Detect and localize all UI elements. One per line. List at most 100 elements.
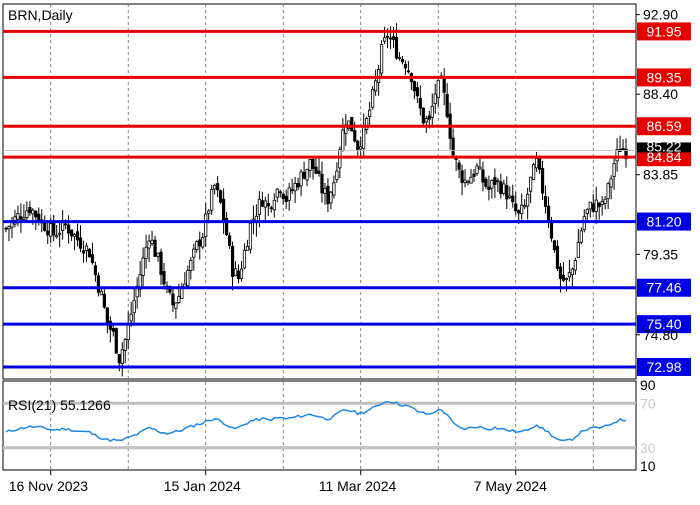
candle xyxy=(490,179,494,199)
candle xyxy=(102,288,106,309)
candle xyxy=(469,168,473,184)
candle xyxy=(46,221,50,245)
candle xyxy=(421,107,425,125)
candle xyxy=(418,85,422,116)
candle xyxy=(457,160,461,179)
candle xyxy=(266,193,270,216)
candle xyxy=(216,176,220,198)
candle xyxy=(463,169,467,188)
candle xyxy=(22,204,26,223)
candle xyxy=(272,193,276,218)
candle xyxy=(147,234,151,263)
resistance-price-label: 84.84 xyxy=(637,148,691,167)
candle xyxy=(213,183,217,195)
candle xyxy=(219,189,223,205)
rsi-panel-frame xyxy=(2,380,637,471)
candle xyxy=(135,277,139,309)
candle xyxy=(138,260,142,298)
candle xyxy=(284,189,288,209)
candle xyxy=(475,162,479,176)
candle xyxy=(293,176,297,204)
rsi-indicator-label: RSI(21) 55.1266 xyxy=(8,397,111,413)
rsi-line xyxy=(5,400,627,443)
candle xyxy=(424,115,428,134)
candle xyxy=(114,327,118,354)
candle xyxy=(552,240,557,253)
candle xyxy=(403,60,408,75)
candle xyxy=(84,242,89,263)
rsi-level-lines: 70 30 xyxy=(3,395,656,456)
candle xyxy=(162,262,166,290)
candle xyxy=(16,205,20,227)
candle xyxy=(359,136,363,159)
candle xyxy=(615,138,619,172)
candle xyxy=(299,169,303,197)
candle xyxy=(362,113,366,158)
candle xyxy=(499,173,503,199)
candle xyxy=(350,117,354,132)
candle xyxy=(612,155,616,190)
candle xyxy=(567,259,571,282)
candle xyxy=(540,160,545,200)
svg-text:85.22: 85.22 xyxy=(646,138,681,154)
candle xyxy=(174,302,178,319)
support-price-label: 75.40 xyxy=(637,315,691,334)
candle xyxy=(52,214,56,242)
candle xyxy=(78,225,83,253)
candle xyxy=(183,272,187,288)
candle xyxy=(245,239,250,251)
candle xyxy=(609,175,613,200)
candle xyxy=(320,161,324,203)
candle xyxy=(597,201,601,220)
candle xyxy=(493,168,497,199)
candle xyxy=(260,191,264,208)
candle xyxy=(356,139,360,157)
candle xyxy=(281,192,285,205)
candle xyxy=(180,283,184,299)
candle xyxy=(368,101,372,128)
candle xyxy=(600,196,604,216)
candle xyxy=(269,205,273,213)
candle xyxy=(19,203,23,233)
candle xyxy=(93,261,98,282)
svg-text:75.40: 75.40 xyxy=(646,316,681,332)
candle xyxy=(588,201,592,218)
candle xyxy=(371,86,375,110)
rsi-scale-label: 10 xyxy=(640,458,656,474)
candle xyxy=(69,229,74,241)
candle xyxy=(576,228,580,259)
support-price-label: 81.20 xyxy=(637,212,691,231)
resistance-price-label: 89.35 xyxy=(637,68,691,87)
candle xyxy=(543,185,548,214)
candle xyxy=(323,182,327,205)
price-tick-label: 83.85 xyxy=(643,167,678,183)
candle xyxy=(433,83,437,114)
candle xyxy=(388,26,393,50)
candle xyxy=(242,243,247,270)
candle xyxy=(120,342,124,377)
resistance-price-label: 91.95 xyxy=(637,22,691,41)
candle xyxy=(555,240,560,272)
candle xyxy=(570,267,574,287)
candle xyxy=(153,235,157,257)
candle xyxy=(287,182,291,211)
candle xyxy=(302,161,306,180)
candle xyxy=(618,135,622,152)
candle xyxy=(591,194,595,214)
candle xyxy=(13,209,17,228)
candle xyxy=(514,192,518,215)
candle xyxy=(397,52,402,61)
current-price-marker: 85.22 xyxy=(3,138,691,154)
support-price-label: 77.46 xyxy=(637,278,691,297)
candle xyxy=(186,265,190,289)
candle xyxy=(278,189,282,198)
candle xyxy=(314,156,318,175)
candle xyxy=(171,288,175,313)
candle xyxy=(445,83,449,119)
candle xyxy=(400,55,405,65)
candle xyxy=(96,272,101,297)
candle xyxy=(606,181,610,210)
symbol-label: BRN,Daily xyxy=(8,7,73,23)
candle xyxy=(195,240,199,253)
candle xyxy=(222,188,226,234)
